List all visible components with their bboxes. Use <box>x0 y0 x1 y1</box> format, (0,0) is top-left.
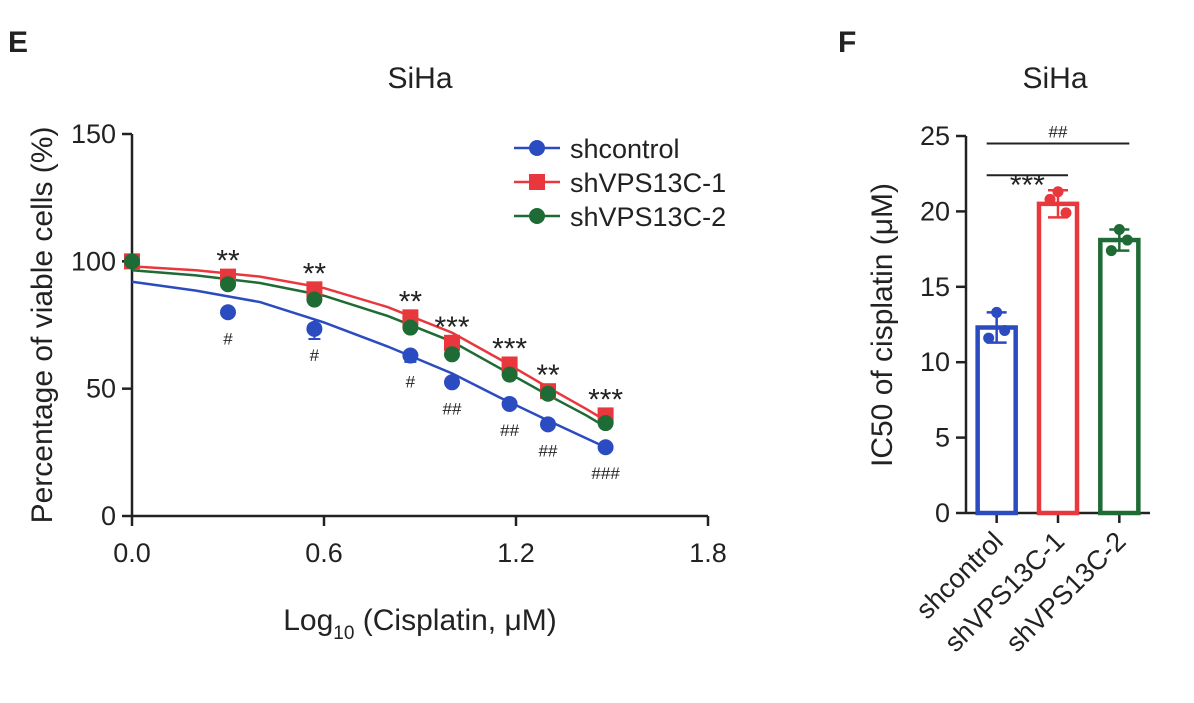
significance-stars: *** <box>588 383 623 416</box>
data-point-circle <box>540 385 556 402</box>
x-tick-label: 1.2 <box>497 538 535 568</box>
chart-f-plot-area: 0510152025shcontrolshVPS13C-1shVPS13C-2*… <box>910 121 1150 658</box>
legend-marker-square <box>529 174 545 190</box>
replicate-point <box>1113 223 1125 235</box>
chart-e-x-axis-label: Log10 (Cisplatin, μM) <box>283 604 557 644</box>
data-point-circle <box>597 415 614 432</box>
data-point-circle <box>220 276 236 293</box>
data-point-circle <box>402 319 419 336</box>
y-tick-label: 15 <box>920 272 950 302</box>
bar <box>1036 201 1080 516</box>
panel-letter-f: F <box>838 26 856 59</box>
fit-curve <box>131 269 607 428</box>
data-point-circle <box>306 291 323 308</box>
data-point-circle <box>220 304 236 321</box>
y-tick-label: 50 <box>86 374 116 404</box>
chart-f-title: SiHa <box>1022 62 1087 95</box>
significance-hashes: ## <box>443 399 462 418</box>
legend-marker-circle <box>529 208 545 224</box>
y-tick-label: 150 <box>71 119 116 149</box>
replicate-point <box>1121 234 1133 246</box>
y-tick-label: 5 <box>935 423 950 453</box>
chart-e-y-axis-label: Percentage of viable cells (%) <box>26 127 59 524</box>
replicate-point <box>999 325 1011 337</box>
x-tick-label: 0.6 <box>305 538 343 568</box>
x-label-log: Log <box>283 604 333 637</box>
bar <box>975 325 1018 516</box>
y-tick-label: 25 <box>920 121 950 151</box>
fit-curve <box>131 280 607 449</box>
data-point-circle <box>597 439 614 456</box>
replicate-point <box>983 332 995 344</box>
significance-stars: *** <box>492 332 527 365</box>
significance-stars: ** <box>536 359 560 392</box>
data-point-circle <box>402 347 419 364</box>
significance-stars: ** <box>399 285 423 318</box>
data-point-circle <box>501 366 518 383</box>
y-tick-label: 0 <box>935 498 950 528</box>
data-point-circle <box>306 320 323 337</box>
legend-label: shcontrol <box>570 134 680 164</box>
replicate-point <box>1052 186 1064 198</box>
significance-hashes: ## <box>500 421 519 440</box>
replicate-point <box>1044 193 1056 205</box>
y-tick-label: 100 <box>71 246 116 276</box>
data-point-square <box>444 334 460 351</box>
bar <box>1098 237 1141 516</box>
fit-curve <box>131 265 607 422</box>
legend-label: shVPS13C-1 <box>570 168 726 198</box>
data-point-circle <box>124 253 140 270</box>
data-point-circle <box>444 346 460 363</box>
significance-stars: ** <box>303 257 327 290</box>
data-point-circle <box>501 395 518 412</box>
panel-letter-e: E <box>8 26 28 59</box>
significance-stars: *** <box>434 311 469 344</box>
significance-hashes: # <box>223 329 233 348</box>
significance-hashes: # <box>406 373 416 392</box>
legend-label: shVPS13C-2 <box>570 202 726 232</box>
comparison-label: *** <box>1010 169 1045 202</box>
legend-marker-circle <box>529 140 545 156</box>
replicate-point <box>1060 207 1072 219</box>
x-tick-label: 0.0 <box>113 538 151 568</box>
y-tick-label: 0 <box>101 501 116 531</box>
x-tick-label: 1.8 <box>689 538 727 568</box>
y-tick-label: 10 <box>920 347 950 377</box>
chart-e-title: SiHa <box>387 62 452 95</box>
replicate-point <box>1105 245 1117 257</box>
data-point-circle <box>444 374 460 391</box>
significance-hashes: ## <box>539 441 558 460</box>
significance-hashes: # <box>310 346 320 365</box>
chart-f-y-axis-label: IC50 of cisplatin (μM) <box>866 183 899 467</box>
significance-stars: ** <box>216 245 240 278</box>
data-point-circle <box>540 416 556 433</box>
comparison-label: ## <box>1049 123 1068 142</box>
replicate-point <box>991 306 1003 318</box>
significance-hashes: ### <box>591 464 620 483</box>
y-tick-label: 20 <box>920 196 950 226</box>
x-label-subscript: 10 <box>333 623 354 644</box>
x-label-rest: (Cisplatin, μM) <box>354 604 556 637</box>
